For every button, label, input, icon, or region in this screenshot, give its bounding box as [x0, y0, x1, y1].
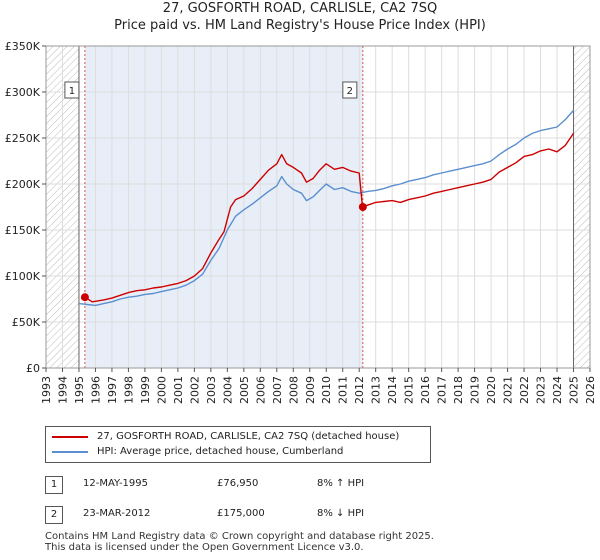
x-tick-label: 2014 — [386, 376, 399, 404]
transaction-row: 2 23-MAR-2012 £175,000 8% ↓ HPI — [45, 506, 445, 526]
x-tick-label: 1999 — [139, 376, 152, 404]
x-tick-label: 2001 — [172, 376, 185, 404]
legend-line-property — [52, 436, 88, 438]
sale-label-box — [342, 81, 358, 99]
sale-point — [80, 293, 89, 302]
footer-copyright: Contains HM Land Registry data © Crown c… — [45, 531, 434, 542]
y-tick-label: £250K — [5, 132, 41, 145]
x-tick-label: 2022 — [518, 376, 531, 404]
chart-title: 27, GOSFORTH ROAD, CARLISLE, CA2 7SQ — [162, 1, 438, 16]
hatch-after — [573, 46, 590, 368]
x-tick-label: 1995 — [73, 376, 86, 404]
y-tick-label: £300K — [5, 86, 41, 99]
transaction-price: £175,000 — [217, 508, 265, 519]
x-tick-label: 2006 — [254, 376, 267, 404]
hpi-line — [78, 109, 575, 307]
sale-label-box — [64, 81, 80, 99]
price-chart: 1 2 £0 £50K £100K £150K £200K £250K £300K £350K 19… — [5, 40, 597, 404]
x-tick-label: 2017 — [436, 376, 449, 404]
x-tick-label: 1997 — [106, 376, 119, 404]
y-tick-label: £350K — [5, 40, 41, 53]
x-tick-label: 2009 — [304, 376, 317, 404]
x-tick-label: 2025 — [568, 376, 581, 404]
x-tick-label: 2000 — [155, 376, 168, 404]
transaction-row: 1 12-MAY-1995 £76,950 8% ↑ HPI — [45, 476, 445, 496]
x-tick-label: 2026 — [584, 376, 597, 404]
legend-label-hpi: HPI: Average price, detached house, Cumb… — [97, 446, 344, 457]
x-tick-label: 2018 — [452, 376, 465, 404]
sale-point — [358, 203, 367, 211]
x-tick-label: 2004 — [221, 376, 234, 404]
x-tick-label: 2019 — [469, 376, 482, 404]
transaction-id-badge: 1 — [45, 476, 63, 494]
legend: 27, GOSFORTH ROAD, CARLISLE, CA2 7SQ (de… — [45, 426, 431, 463]
y-tick-label: £150K — [5, 224, 41, 237]
chart-subtitle: Price paid vs. HM Land Registry's House … — [114, 18, 486, 33]
x-tick-label: 1994 — [56, 376, 69, 404]
transaction-price: £76,950 — [217, 478, 259, 489]
x-tick-label: 1993 — [40, 376, 53, 404]
legend-line-hpi — [52, 451, 88, 453]
x-tick-label: 2013 — [370, 376, 383, 404]
x-tick-label: 2024 — [551, 376, 564, 404]
y-tick-label: £0 — [26, 362, 40, 375]
x-tick-label: 2005 — [238, 376, 251, 404]
x-tick-label: 2010 — [320, 376, 333, 404]
x-tick-label: 2011 — [337, 376, 350, 404]
x-tick-label: 2012 — [353, 376, 366, 404]
transaction-date: 23-MAR-2012 — [83, 508, 151, 519]
x-tick-label: 2007 — [271, 376, 284, 404]
plot-frame — [45, 45, 591, 369]
sale-label: 1 — [69, 86, 75, 97]
transaction-hpi: 8% ↑ HPI — [317, 478, 365, 489]
transaction-date: 12-MAY-1995 — [83, 478, 149, 489]
period-band — [84, 46, 363, 368]
property-price-line — [84, 133, 575, 303]
footer-licence: This data is licensed under the Open Gov… — [45, 542, 364, 553]
transaction-hpi: 8% ↓ HPI — [317, 508, 365, 519]
transaction-id-badge: 2 — [45, 506, 63, 524]
x-tick-label: 2020 — [485, 376, 498, 404]
x-tick-label: 2016 — [419, 376, 432, 404]
x-tick-label: 2008 — [287, 376, 300, 404]
y-tick-label: £50K — [12, 316, 41, 329]
legend-label-property: 27, GOSFORTH ROAD, CARLISLE, CA2 7SQ (de… — [97, 431, 400, 442]
x-tick-label: 2002 — [188, 376, 201, 404]
x-tick-label: 2003 — [205, 376, 218, 404]
x-tick-label: 2023 — [535, 376, 548, 404]
sale-label: 2 — [347, 86, 353, 97]
x-tick-label: 1998 — [122, 376, 135, 404]
y-tick-label: £200K — [5, 178, 41, 191]
y-tick-label: £100K — [5, 270, 41, 283]
x-tick-label: 1996 — [89, 376, 102, 404]
x-tick-label: 2021 — [502, 376, 515, 404]
x-tick-label: 2015 — [403, 376, 416, 404]
